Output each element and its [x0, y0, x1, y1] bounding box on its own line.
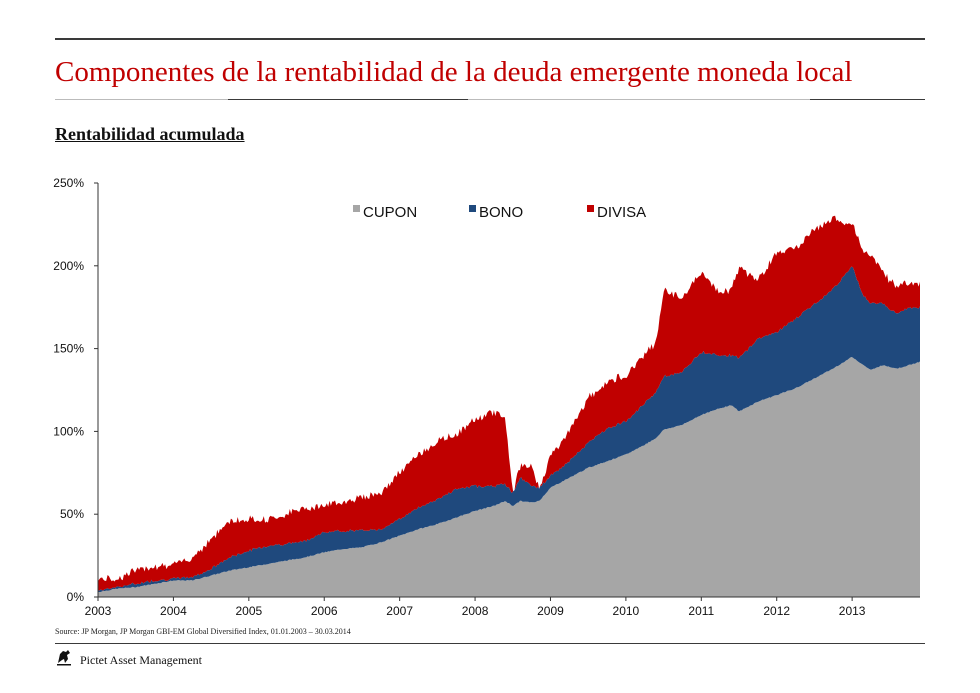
x-tick-label: 2005	[235, 604, 262, 618]
legend-label-bono: BONO	[479, 204, 523, 221]
series-area-divisa	[98, 215, 920, 591]
legend-swatch-divisa	[587, 205, 594, 212]
x-tick-label: 2013	[839, 604, 866, 618]
company-name: Pictet Asset Management	[80, 653, 202, 667]
title-underline-dark	[228, 99, 468, 100]
page-title: Componentes de la rentabilidad de la deu…	[55, 56, 853, 88]
source-note: Source: JP Morgan, JP Morgan GBI-EM Glob…	[55, 627, 351, 636]
top-rule	[55, 38, 925, 40]
y-tick-label: 50%	[60, 507, 84, 521]
x-tick-label: 2003	[85, 604, 112, 618]
x-tick-label: 2008	[462, 604, 489, 618]
legend-label-cupon: CUPON	[363, 204, 417, 221]
x-tick-label: 2007	[386, 604, 413, 618]
x-tick-label: 2006	[311, 604, 338, 618]
legend-swatch-bono	[469, 205, 476, 212]
series-area-bono	[98, 266, 920, 592]
title-underline-dark-right	[810, 99, 925, 100]
y-tick-label: 200%	[53, 259, 84, 273]
y-axis: 0% 50% 100% 150% 200% 250%	[53, 176, 99, 604]
x-tick-label: 2012	[763, 604, 790, 618]
footer-rule	[55, 643, 925, 644]
chart-subtitle: Rentabilidad acumulada	[55, 124, 245, 144]
x-tick-label: 2009	[537, 604, 564, 618]
x-tick-label: 2010	[613, 604, 640, 618]
series-area-cupon	[98, 357, 920, 597]
y-tick-label: 150%	[53, 342, 84, 356]
title-underline	[55, 99, 925, 100]
legend-label-divisa: DIVISA	[597, 204, 646, 221]
y-tick-label: 250%	[53, 176, 84, 190]
x-tick-label: 2011	[688, 604, 714, 618]
pictet-logo-icon	[57, 650, 71, 666]
chart-areas	[98, 215, 920, 597]
x-tick-label: 2004	[160, 604, 187, 618]
y-tick-label: 100%	[53, 424, 84, 438]
legend-swatch-cupon	[353, 205, 360, 212]
legend: CUPON BONO DIVISA	[353, 204, 646, 221]
x-axis: 2003 2004 2005 2006 2007 2008 2009 2010 2011 2012…	[85, 596, 920, 618]
y-tick-label: 0%	[67, 590, 85, 604]
